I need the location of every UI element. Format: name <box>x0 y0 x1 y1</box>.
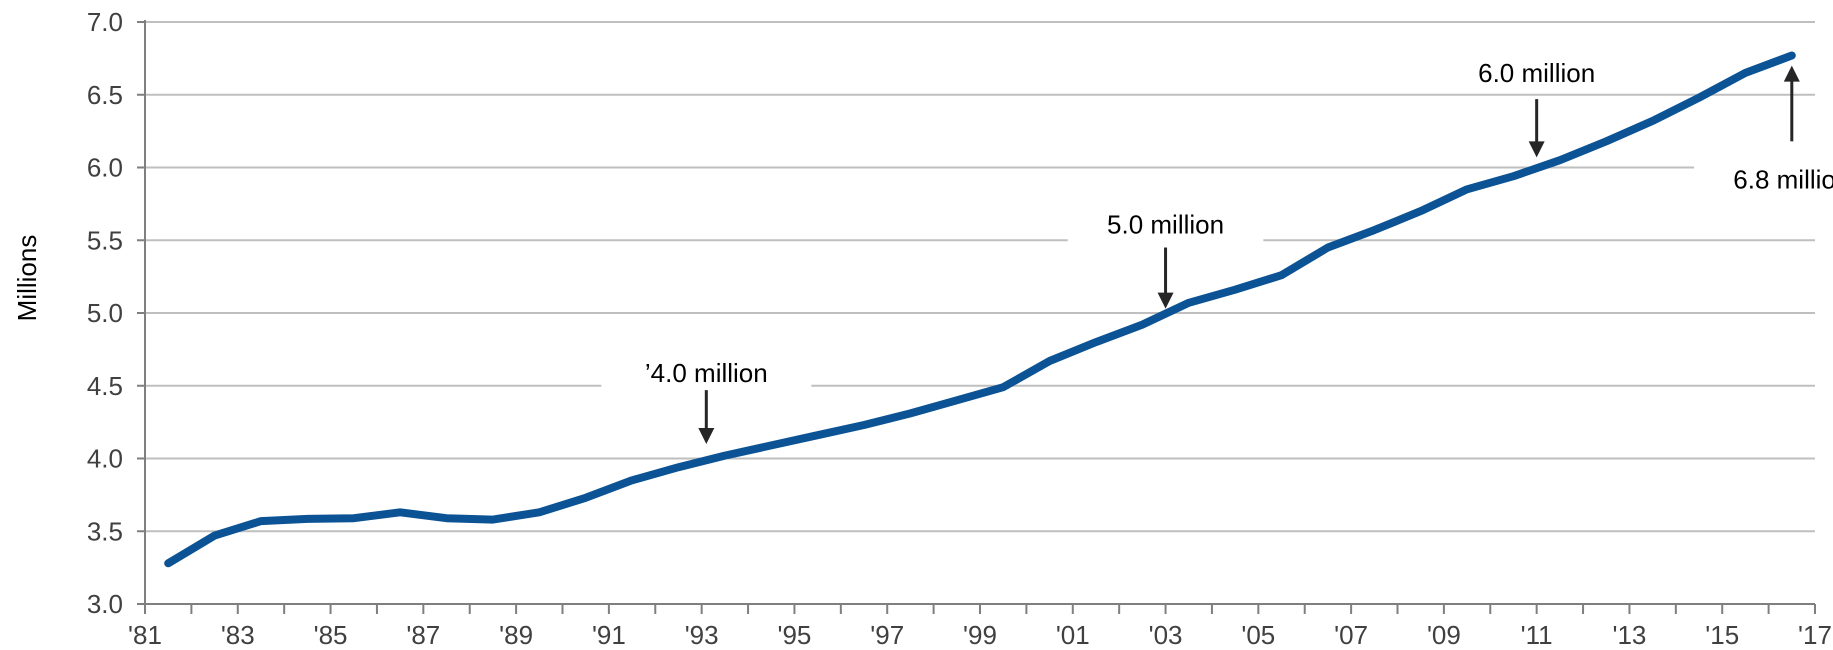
annotation-bg-1 <box>1067 205 1264 244</box>
y-tick-label-5.5: 5.5 <box>87 225 123 255</box>
x-tick-label: '95 <box>777 620 811 650</box>
annotation-arrow-head <box>1783 65 1800 82</box>
x-tick-label: '13 <box>1612 620 1646 650</box>
annotations: ’4.0 million 5.0 million 6.0 million 6.8 mi… <box>601 54 1833 444</box>
x-tick-label: '07 <box>1334 620 1368 650</box>
series-layer <box>164 51 1796 568</box>
gridlines <box>145 21 1815 533</box>
x-tick-label: '09 <box>1427 620 1461 650</box>
y-tick-label-5.0: 5.0 <box>87 298 123 328</box>
annotation-bg-0 <box>601 353 812 392</box>
y-axis-title: Millions <box>12 235 42 322</box>
x-tick-label: '05 <box>1241 620 1275 650</box>
annotation-bg-3 <box>1694 160 1833 199</box>
x-tick-label: '89 <box>499 620 533 650</box>
annotation-label: 5.0 million <box>1107 210 1224 240</box>
y-tick-label-3.0: 3.0 <box>87 589 123 619</box>
annotation-arrow-head <box>698 427 715 444</box>
y-tick-labels: 3.0 3.5 4.0 4.5 5.0 5.5 6.0 6.5 7.0 <box>87 7 123 619</box>
x-tick-label: '97 <box>870 620 904 650</box>
x-tick-label: '11 <box>1521 620 1553 650</box>
x-tick-label: '17 <box>1798 620 1832 650</box>
y-tick-label-4.0: 4.0 <box>87 444 123 474</box>
x-tick-label: '85 <box>314 620 348 650</box>
y-tick-label-3.5: 3.5 <box>87 516 123 546</box>
annotation-bg-2 <box>1438 54 1635 93</box>
x-tick-labels: '81 '83 '85 '87 '89 '91 '93 '95 '97 '99 '01 '03 '05 '… <box>128 620 1832 650</box>
y-tick-label-6.0: 6.0 <box>87 153 123 183</box>
y-tick-label-6.5: 6.5 <box>87 80 123 110</box>
annotation-arrow-head <box>1157 292 1174 309</box>
x-tick-label: '93 <box>685 620 719 650</box>
annotation-label: 6.0 million <box>1478 58 1595 88</box>
annotation-arrow-head <box>1528 141 1545 158</box>
x-tick-label: '15 <box>1705 620 1739 650</box>
axes <box>137 20 1816 614</box>
annotation-label: ’4.0 million <box>645 358 768 388</box>
x-tick-label: '83 <box>221 620 255 650</box>
x-tick-label: '87 <box>406 620 440 650</box>
y-tick-label-7.0: 7.0 <box>87 7 123 37</box>
x-tick-label: '03 <box>1149 620 1183 650</box>
annotation-label: 6.8 million <box>1733 164 1833 194</box>
x-tick-label: '99 <box>963 620 997 650</box>
y-tick-label-4.5: 4.5 <box>87 371 123 401</box>
series-line-0 <box>164 51 1796 568</box>
x-tick-label: '91 <box>592 620 626 650</box>
x-tick-label: '81 <box>128 620 162 650</box>
x-tick-label: '01 <box>1056 620 1090 650</box>
